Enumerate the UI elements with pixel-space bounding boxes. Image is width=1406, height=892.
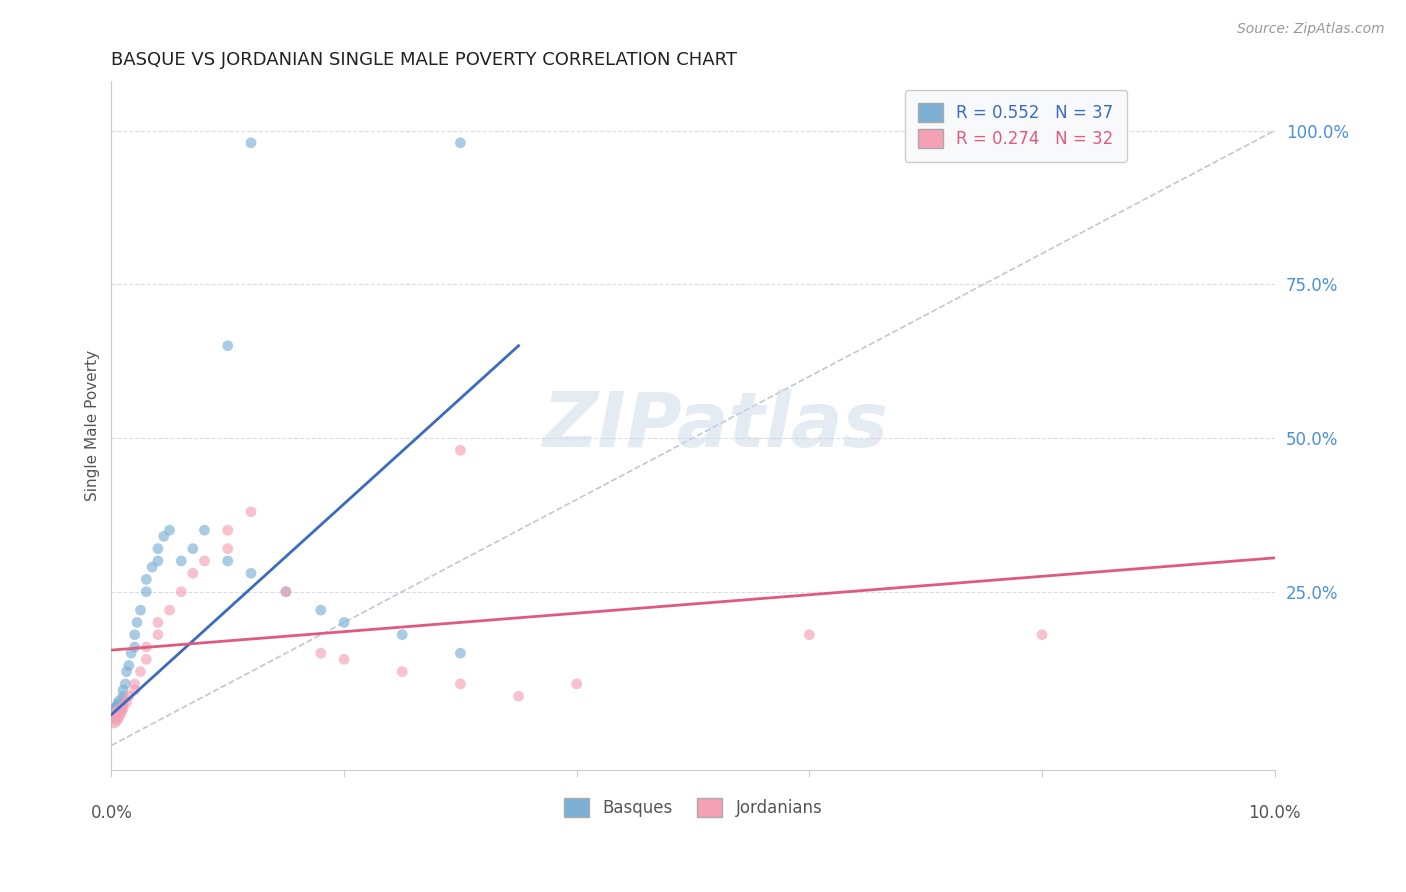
Point: [170, 584, 193, 599]
Point: [125, 615, 148, 630]
Point: [240, 136, 263, 150]
Point: [217, 339, 239, 353]
Point: [115, 695, 138, 709]
Point: [118, 658, 141, 673]
Point: [449, 677, 471, 691]
Point: [449, 443, 471, 458]
Point: [108, 698, 131, 713]
Point: [217, 541, 239, 556]
Point: [104, 705, 127, 719]
Point: [508, 690, 530, 704]
Point: [146, 628, 169, 642]
Point: [146, 554, 169, 568]
Point: [159, 603, 181, 617]
Point: [240, 505, 263, 519]
Point: [217, 523, 239, 537]
Point: [105, 711, 128, 725]
Point: [112, 683, 135, 698]
Point: [118, 690, 141, 704]
Point: [146, 541, 169, 556]
Point: [105, 705, 128, 719]
Point: [240, 566, 263, 581]
Point: [449, 136, 471, 150]
Text: 10.0%: 10.0%: [1249, 804, 1301, 822]
Text: Source: ZipAtlas.com: Source: ZipAtlas.com: [1237, 22, 1385, 37]
Point: [135, 640, 157, 654]
Text: BASQUE VS JORDANIAN SINGLE MALE POVERTY CORRELATION CHART: BASQUE VS JORDANIAN SINGLE MALE POVERTY …: [111, 51, 737, 69]
Point: [112, 690, 135, 704]
Point: [181, 541, 204, 556]
Point: [391, 628, 413, 642]
Point: [103, 707, 125, 722]
Point: [129, 603, 152, 617]
Point: [170, 554, 193, 568]
Point: [124, 640, 146, 654]
Point: [152, 529, 174, 543]
Text: 0.0%: 0.0%: [90, 804, 132, 822]
Point: [159, 523, 181, 537]
Point: [115, 665, 138, 679]
Point: [1031, 628, 1053, 642]
Point: [391, 665, 413, 679]
Point: [333, 615, 356, 630]
Point: [449, 646, 471, 660]
Point: [124, 683, 146, 698]
Point: [309, 603, 332, 617]
Point: [146, 615, 169, 630]
Point: [565, 677, 588, 691]
Point: [799, 628, 821, 642]
Text: ZIPatlas: ZIPatlas: [543, 389, 890, 463]
Point: [274, 584, 297, 599]
Point: [105, 707, 128, 722]
Point: [112, 698, 135, 713]
Point: [141, 560, 163, 574]
Point: [135, 573, 157, 587]
Point: [193, 523, 215, 537]
Point: [124, 628, 146, 642]
Point: [110, 695, 132, 709]
Point: [333, 652, 356, 666]
Point: [107, 701, 129, 715]
Point: [135, 584, 157, 599]
Point: [129, 665, 152, 679]
Point: [274, 584, 297, 599]
Point: [309, 646, 332, 660]
Point: [217, 554, 239, 568]
Point: [112, 701, 135, 715]
Point: [124, 677, 146, 691]
Point: [120, 646, 142, 660]
Legend: Basques, Jordanians: Basques, Jordanians: [557, 791, 830, 823]
Y-axis label: Single Male Poverty: Single Male Poverty: [86, 350, 100, 501]
Point: [105, 701, 128, 715]
Point: [108, 705, 131, 719]
Point: [135, 652, 157, 666]
Point: [193, 554, 215, 568]
Point: [114, 677, 136, 691]
Point: [103, 714, 125, 728]
Point: [181, 566, 204, 581]
